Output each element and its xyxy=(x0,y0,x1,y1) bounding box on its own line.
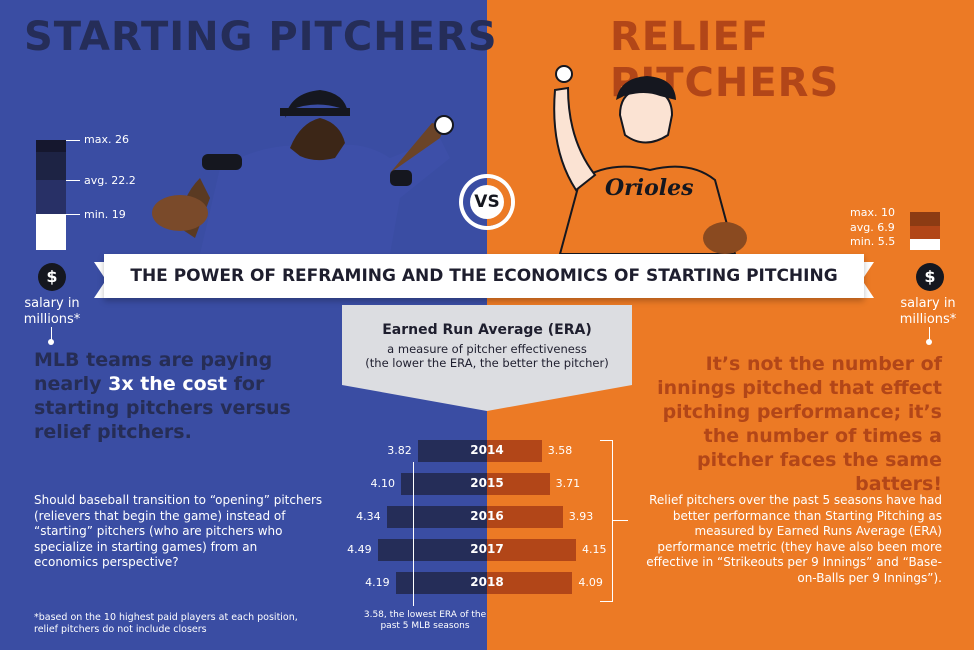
starting-era-value: 3.82 xyxy=(387,444,412,457)
connector-line xyxy=(929,327,930,341)
starting-era-value: 4.19 xyxy=(365,576,390,589)
left-headline-part: for starting pitchers versus relief pitc… xyxy=(34,373,291,443)
starting-era-bar xyxy=(386,506,487,528)
relief-era-value: 3.93 xyxy=(568,510,594,523)
svg-text:Orioles: Orioles xyxy=(605,175,694,201)
dollar-icon: $ xyxy=(38,263,66,291)
relief-era-value: 3.71 xyxy=(555,477,581,490)
salary-label-line1: salary in xyxy=(24,296,80,311)
main-banner: THE POWER OF REFRAMING AND THE ECONOMICS… xyxy=(104,254,864,298)
relief-salary-avg-label: avg. 6.9 xyxy=(850,221,895,234)
relief-salary-max-label: max. 10 xyxy=(850,206,895,219)
vs-label: VS xyxy=(474,192,500,212)
dollar-icon: $ xyxy=(916,263,944,291)
right-headline: It’s not the number of innings pitched t… xyxy=(657,353,942,495)
starting-era-bar xyxy=(395,572,487,594)
era-subtitle-line2: (the lower the ERA, the better the pitch… xyxy=(365,356,609,370)
era-year-label: 2016 xyxy=(470,509,504,523)
era-title: Earned Run Average (ERA) xyxy=(382,322,592,338)
starting-salary-min-label: min. 19 xyxy=(84,208,126,221)
relief-era-bar xyxy=(487,506,563,528)
era-year-label: 2014 xyxy=(470,443,504,457)
left-headline: MLB teams are paying nearly 3x the cost … xyxy=(34,348,334,444)
era-year-label: 2015 xyxy=(470,476,504,490)
starting-salary-base xyxy=(36,214,66,250)
relief-era-bar xyxy=(487,572,573,594)
relief-era-bar xyxy=(487,440,542,462)
tick-line xyxy=(66,140,80,141)
salary-label-line2: millions* xyxy=(23,312,81,327)
relief-bracket xyxy=(600,440,613,602)
era-header-arrow xyxy=(342,385,632,411)
era-year-label: 2018 xyxy=(470,575,504,589)
relief-pitcher-illustration: Orioles xyxy=(553,65,747,254)
right-body-text: Relief pitchers over the past 5 seasons … xyxy=(646,493,942,585)
left-headline-bold: 3x the cost xyxy=(108,373,228,395)
tick-line xyxy=(66,180,80,181)
salary-label-right: salary in millions* xyxy=(886,296,970,328)
salary-label-line1: salary in xyxy=(900,296,956,311)
starting-salary-min-segment xyxy=(36,180,66,214)
vs-ring xyxy=(463,178,511,226)
connector-dot xyxy=(48,339,54,345)
relief-salary-base xyxy=(910,239,940,250)
left-headline-part: MLB teams are paying nearly xyxy=(34,349,273,395)
connector-line xyxy=(51,327,52,341)
starting-pitchers-title: STARTING PITCHERS xyxy=(24,14,498,60)
relief-salary-avg-segment xyxy=(910,226,940,239)
starting-pitcher-illustration xyxy=(152,90,454,254)
relief-era-bar xyxy=(487,473,550,495)
starting-salary-avg-segment xyxy=(36,152,66,180)
salary-label-left: salary in millions* xyxy=(10,296,94,328)
starting-salary-max-label: max. 26 xyxy=(84,133,129,146)
starting-salary-max-segment xyxy=(36,140,66,152)
banner-tail-right xyxy=(862,262,874,298)
starting-era-bar xyxy=(401,473,487,495)
relief-era-bar xyxy=(487,539,576,561)
left-body-text: Should baseball transition to “opening” … xyxy=(34,493,323,569)
starting-salary-avg-label: avg. 22.2 xyxy=(84,174,136,187)
starting-era-value: 4.10 xyxy=(370,477,396,490)
era-subtitle-line1: a measure of pitcher effectiveness xyxy=(387,342,587,356)
tick-line xyxy=(66,214,80,215)
starting-era-value: 4.49 xyxy=(347,543,372,556)
era-subtitle: a measure of pitcher effectiveness (the … xyxy=(342,342,632,370)
connector-dot xyxy=(926,339,932,345)
left-footnote: *based on the 10 highest paid players at… xyxy=(34,612,298,635)
banner-tail-left xyxy=(94,262,106,298)
note-connector xyxy=(413,462,414,606)
lowest-era-note: 3.58, the lowest ERA of the past 5 MLB s… xyxy=(363,610,487,631)
relief-bracket-pointer xyxy=(612,520,628,521)
starting-era-value: 4.34 xyxy=(356,510,381,523)
starting-era-bar xyxy=(377,539,487,561)
relief-era-value: 4.15 xyxy=(582,543,607,556)
era-header-box xyxy=(342,305,632,385)
relief-salary-min-label: min. 5.5 xyxy=(850,235,896,248)
era-year-label: 2017 xyxy=(470,542,504,556)
relief-salary-max-segment xyxy=(910,212,940,226)
salary-label-line2: millions* xyxy=(899,312,957,327)
relief-era-value: 3.58 xyxy=(547,444,573,457)
starting-era-bar xyxy=(417,440,487,462)
relief-era-value: 4.09 xyxy=(578,576,603,589)
